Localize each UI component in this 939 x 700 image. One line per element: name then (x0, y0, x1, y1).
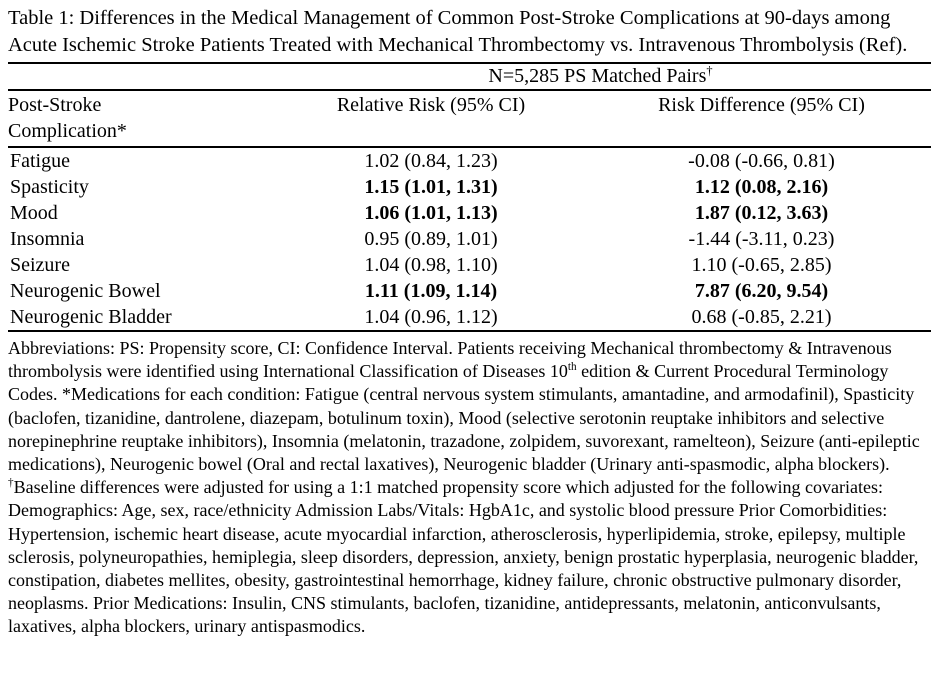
complication-cell: Insomnia (10, 228, 85, 250)
relative-risk-cell: 1.11 (1.09, 1.14) (364, 280, 498, 302)
sample-size-spanner: N=5,285 PS Matched Pairs† (270, 63, 931, 91)
relative-risk-cell: 0.95 (0.89, 1.01) (364, 228, 498, 250)
table-body: Fatigue 1.02 (0.84, 1.23) -0.08 (-0.66, 0.… (8, 147, 931, 331)
table-row: Seizure 1.04 (0.98, 1.10) 1.10 (-0.65, 2.8… (8, 252, 931, 278)
relative-risk-cell: 1.15 (1.01, 1.31) (364, 176, 498, 198)
column-header-relative-risk: Relative Risk (95% CI) (270, 90, 592, 148)
spanner-row: N=5,285 PS Matched Pairs† (8, 63, 931, 91)
relative-risk-cell: 1.06 (1.01, 1.13) (364, 202, 498, 224)
complication-cell: Fatigue (10, 150, 70, 172)
risk-difference-cell: -0.08 (-0.66, 0.81) (688, 150, 835, 172)
table-row: Fatigue 1.02 (0.84, 1.23) -0.08 (-0.66, 0.… (8, 147, 931, 174)
complication-cell: Spasticity (10, 176, 89, 198)
risk-difference-cell: -1.44 (-3.11, 0.23) (688, 228, 835, 250)
complication-cell: Mood (10, 202, 58, 224)
complication-cell: Neurogenic Bladder (10, 306, 172, 328)
table-head: N=5,285 PS Matched Pairs† Post-Stroke Co… (8, 63, 931, 148)
complication-cell: Neurogenic Bowel (10, 280, 161, 302)
risk-difference-cell: 1.12 (0.08, 2.16) (694, 176, 829, 198)
relative-risk-cell: 1.04 (0.96, 1.12) (364, 306, 498, 328)
table-row: Spasticity 1.15 (1.01, 1.31) 1.12 (0.08, 2… (8, 174, 931, 200)
relative-risk-cell: 1.02 (0.84, 1.23) (364, 150, 498, 172)
text-segment: Baseline differences were adjusted for u… (8, 477, 919, 637)
table-caption: Table 1: Differences in the Medical Mana… (8, 7, 908, 56)
risk-difference-cell: 0.68 (-0.85, 2.21) (691, 306, 832, 328)
column-header-risk-difference: Risk Difference (95% CI) (592, 90, 931, 148)
superscript-marker: th (567, 361, 577, 374)
table-row: Insomnia 0.95 (0.89, 1.01) -1.44 (-3.11, 0… (8, 226, 931, 252)
table-row: Mood 1.06 (1.01, 1.13) 1.87 (0.12, 3.63) (8, 200, 931, 226)
spanner-empty-cell (8, 63, 270, 91)
document-page: Table 1: Differences in the Medical Mana… (8, 7, 931, 639)
relative-risk-cell: 1.04 (0.98, 1.10) (364, 254, 498, 276)
text-segment: Abbreviations: PS: Propensity score, CI:… (8, 338, 892, 382)
text-segment: N=5,285 PS Matched Pairs (488, 65, 707, 87)
header-row: Post-Stroke Complication* Relative Risk … (8, 90, 931, 148)
risk-difference-cell: 7.87 (6.20, 9.54) (694, 280, 829, 302)
superscript-marker: † (8, 477, 14, 490)
results-table: N=5,285 PS Matched Pairs† Post-Stroke Co… (8, 62, 931, 332)
table-footnote: Abbreviations: PS: Propensity score, CI:… (8, 337, 931, 639)
text-segment: edition & Current Procedural Terminology… (8, 361, 920, 475)
column-header-complication: Post-Stroke Complication* (8, 90, 270, 148)
complication-cell: Seizure (10, 254, 70, 276)
table-row: Neurogenic Bowel 1.11 (1.09, 1.14) 7.87 (6… (8, 278, 931, 304)
risk-difference-cell: 1.10 (-0.65, 2.85) (691, 254, 832, 276)
risk-difference-cell: 1.87 (0.12, 3.63) (694, 202, 829, 224)
superscript-marker: † (706, 63, 713, 78)
table-row: Neurogenic Bladder 1.04 (0.96, 1.12) 0.68 … (8, 304, 931, 331)
